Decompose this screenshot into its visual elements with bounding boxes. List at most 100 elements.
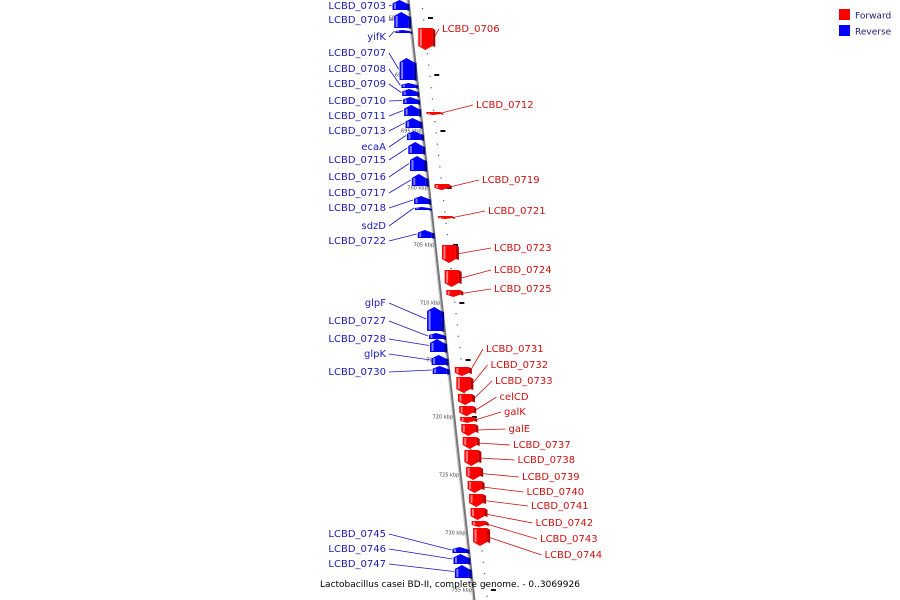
reverse-gene-block — [414, 196, 431, 205]
legend-label-forward: Forward — [855, 12, 891, 22]
forward-gene-block — [444, 270, 462, 287]
minor-tick — [436, 143, 438, 145]
kbp-label: 730 kbp — [445, 531, 465, 537]
gene-label: LCBD_0723 — [494, 243, 552, 254]
gene-label: LCBD_0706 — [442, 24, 500, 35]
forward-gene-block — [434, 184, 452, 190]
reverse-gene-block — [454, 565, 472, 579]
leader-line — [461, 288, 492, 294]
kbp-dash — [465, 359, 471, 361]
gene-label: LCBD_0717 — [328, 188, 386, 199]
forward-gene-block — [467, 481, 485, 493]
leader-line — [388, 52, 399, 70]
minor-tick — [470, 448, 472, 450]
gene-label: LCBD_0746 — [328, 544, 386, 555]
leader-line-layer — [388, 4, 542, 572]
legend-label-reverse: Reverse — [855, 28, 892, 38]
gene-label: LCBD_0712 — [476, 100, 534, 111]
gene-label: LCBD_0704 — [328, 15, 386, 26]
gene-label: LCBD_0725 — [494, 284, 552, 295]
reverse-gene-block — [428, 333, 446, 340]
leader-line — [481, 473, 520, 478]
leader-line — [388, 320, 429, 337]
reverse-gene-block — [402, 89, 420, 97]
gene-label: LCBD_0710 — [328, 96, 386, 107]
leader-line — [388, 147, 408, 161]
gene-label: LCBD_0711 — [328, 111, 386, 122]
leader-line — [388, 233, 417, 242]
leader-line — [472, 380, 493, 400]
forward-gene-block — [470, 508, 488, 520]
reverse-gene-block — [452, 547, 470, 554]
minor-tick — [444, 211, 446, 213]
forward-gene-block — [441, 245, 459, 263]
leader-line — [476, 428, 506, 431]
leader-line — [471, 364, 488, 386]
leader-line — [388, 30, 395, 38]
kbp-dash — [434, 74, 440, 76]
gene-label: LCBD_0716 — [328, 172, 386, 183]
gene-layer — [392, 0, 491, 579]
reverse-gene-block — [409, 156, 427, 172]
leader-line — [388, 369, 432, 373]
gene-label: LCBD_0732 — [491, 360, 549, 371]
minor-tick — [485, 584, 487, 586]
forward-gene-block — [469, 494, 487, 507]
gene-label: LCBD_0743 — [540, 534, 598, 545]
forward-gene-block — [464, 450, 482, 466]
minor-tick — [440, 177, 442, 179]
kbp-label: 700 kbp — [407, 186, 427, 192]
minor-tick — [429, 75, 431, 77]
forward-gene-block — [446, 290, 464, 297]
leader-line — [388, 68, 401, 86]
gene-label: LCBD_0722 — [328, 236, 386, 247]
legend: Forward Reverse — [839, 9, 892, 38]
reverse-gene-block — [453, 554, 471, 565]
gene-label: LCBD_0731 — [486, 344, 544, 355]
leader-line — [388, 163, 410, 178]
kbp-label: 695 kbp — [401, 129, 421, 135]
minor-tick — [435, 132, 437, 134]
gene-label: galE — [509, 424, 531, 435]
reverse-gene-block — [395, 30, 413, 34]
leader-line — [479, 457, 515, 461]
gene-label: LCBD_0721 — [488, 206, 546, 217]
gene-label: LCBD_0733 — [495, 376, 553, 387]
reverse-gene-block — [401, 83, 419, 89]
minor-tick — [481, 550, 483, 552]
reverse-gene-block — [431, 355, 449, 366]
reverse-gene-block — [417, 230, 435, 239]
forward-gene-block — [461, 424, 479, 436]
gene-label: LCBD_0739 — [522, 472, 580, 483]
minor-tick — [421, 8, 424, 10]
genome-backbone-highlight — [406, 0, 474, 600]
gene-label: LCBD_0744 — [545, 550, 603, 561]
forward-gene-block — [473, 528, 491, 546]
gene-label: LCBD_0709 — [328, 79, 386, 90]
kbp-dash — [440, 130, 446, 132]
reverse-gene-block — [403, 97, 421, 105]
minor-tick — [433, 109, 435, 111]
leader-line — [487, 536, 542, 556]
leader-line — [456, 247, 492, 255]
leader-line — [449, 179, 480, 188]
kbp-label: 710 kbp — [420, 301, 440, 307]
gene-label: LCBD_0703 — [328, 1, 386, 12]
minor-tick — [460, 358, 462, 360]
reverse-gene-block — [405, 118, 423, 129]
leader-line — [388, 548, 453, 560]
kbp-dash — [459, 302, 465, 304]
forward-gene-block — [459, 406, 477, 416]
leader-line — [388, 563, 454, 572]
leader-line — [477, 442, 511, 446]
leader-line — [484, 500, 529, 507]
forward-gene-block — [457, 394, 475, 405]
kbp-label: 720 kbp — [432, 415, 452, 421]
gene-label: galK — [504, 407, 526, 418]
kbp-label: 735 kbp — [452, 588, 472, 594]
minor-tick — [423, 19, 425, 21]
leader-line — [388, 83, 402, 93]
leader-line — [388, 179, 412, 194]
forward-gene-block — [460, 417, 478, 423]
forward-gene-block — [471, 521, 489, 527]
